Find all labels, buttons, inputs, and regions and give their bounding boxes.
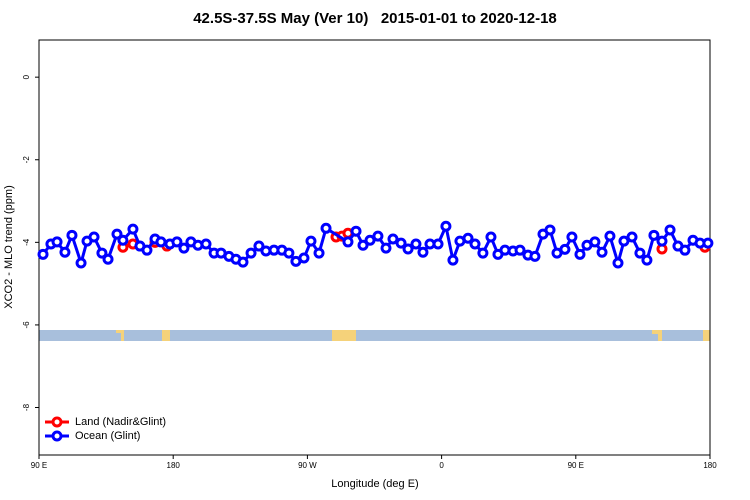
data-point <box>702 237 714 249</box>
x-tick-label: 180 <box>167 461 181 470</box>
x-tick-label: 0 <box>439 461 444 470</box>
data-point <box>514 244 526 256</box>
data-point <box>410 238 422 250</box>
data-point <box>395 237 407 249</box>
data-point <box>656 235 668 247</box>
data-point <box>364 234 376 246</box>
data-point <box>320 222 332 234</box>
data-point <box>178 242 190 254</box>
data-point <box>283 247 295 259</box>
data-point <box>372 230 384 242</box>
data-point <box>447 254 459 266</box>
data-point <box>171 236 183 248</box>
data-point <box>155 236 167 248</box>
data-point <box>253 240 265 252</box>
data-point <box>387 233 399 245</box>
data-point <box>350 225 362 237</box>
data-point <box>117 234 129 246</box>
x-tick-label: 180 <box>703 461 717 470</box>
data-point <box>566 231 578 243</box>
data-point <box>200 238 212 250</box>
data-point <box>626 231 638 243</box>
data-point <box>589 236 601 248</box>
data-point <box>102 253 114 265</box>
chart-title: 42.5S-37.5S May (Ver 10) 2015-01-01 to 2… <box>193 10 557 27</box>
data-point <box>237 256 249 268</box>
x-tick-label: 90 E <box>31 461 47 470</box>
data-point <box>245 247 257 259</box>
x-tick-label: 90 W <box>298 461 317 470</box>
data-point <box>679 244 691 256</box>
land-mask-strip <box>39 330 710 341</box>
legend-label: Land (Nadir&Glint) <box>75 416 166 428</box>
y-tick-label: -4 <box>22 238 31 246</box>
y-tick-label: -2 <box>22 156 31 164</box>
data-point <box>37 248 49 260</box>
data-point <box>440 220 452 232</box>
data-point <box>462 232 474 244</box>
data-point <box>141 244 153 256</box>
data-point <box>618 235 630 247</box>
data-point <box>469 238 481 250</box>
y-axis-label: XCO2 - MLO trend (ppm) <box>3 185 15 308</box>
data-point <box>648 229 660 241</box>
y-tick-label: -6 <box>22 321 31 329</box>
x-axis-label: Longitude (deg E) <box>331 478 418 490</box>
y-tick-label: -8 <box>22 403 31 411</box>
data-point <box>357 239 369 251</box>
legend-marker <box>51 416 63 428</box>
series-line <box>41 221 708 269</box>
data-point <box>604 230 616 242</box>
data-point <box>59 246 71 258</box>
data-point <box>596 246 608 258</box>
data-point <box>298 252 310 264</box>
data-point <box>664 224 676 236</box>
x-tick-label: 90 E <box>568 461 584 470</box>
data-point <box>88 231 100 243</box>
data-point <box>111 228 123 240</box>
data-point <box>612 257 624 269</box>
data-point <box>544 224 556 236</box>
data-point <box>432 238 444 250</box>
data-point <box>417 246 429 258</box>
data-point <box>313 247 325 259</box>
data-point <box>477 247 489 259</box>
data-point <box>342 236 354 248</box>
data-point <box>485 231 497 243</box>
data-point <box>380 242 392 254</box>
data-point <box>529 250 541 262</box>
data-point <box>305 235 317 247</box>
data-point <box>559 243 571 255</box>
legend-marker <box>51 430 63 442</box>
data-point <box>66 229 78 241</box>
data-point <box>641 254 653 266</box>
data-point <box>127 223 139 235</box>
data-point <box>402 243 414 255</box>
legend-label: Ocean (Glint) <box>75 430 140 442</box>
y-tick-label: 0 <box>22 74 31 79</box>
data-point <box>574 248 586 260</box>
data-point <box>51 236 63 248</box>
data-point <box>96 247 108 259</box>
data-point <box>75 257 87 269</box>
data-point <box>634 247 646 259</box>
